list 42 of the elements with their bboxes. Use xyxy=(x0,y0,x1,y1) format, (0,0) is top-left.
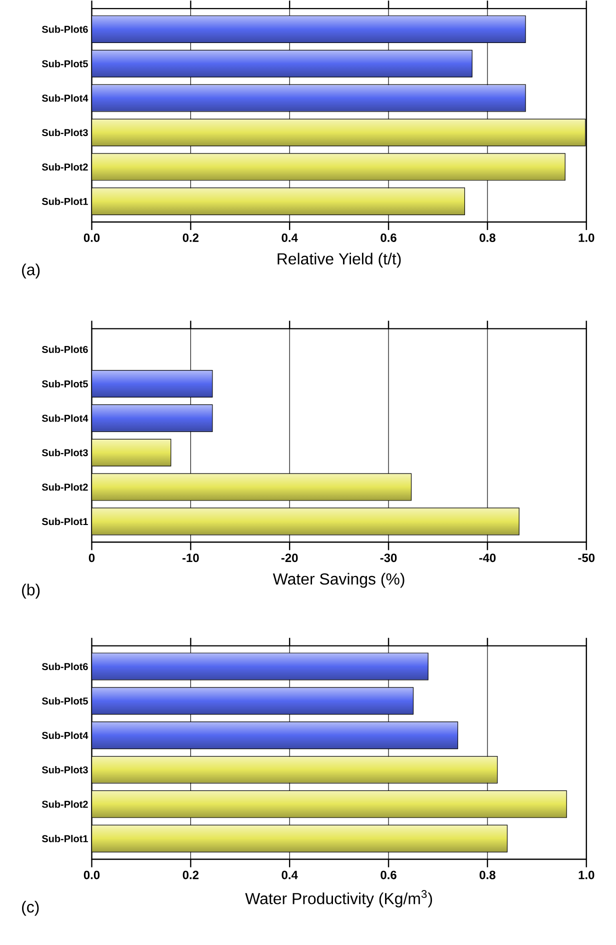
x-axis-title: Relative Yield (t/t) xyxy=(278,252,401,268)
x-tick-label: 0.6 xyxy=(380,870,396,880)
x-tick-label: 0.0 xyxy=(84,870,100,880)
y-tick-label: Sub-Plot2 xyxy=(42,163,88,171)
x-axis-title: Water Productivity (Kg/m$^{3}$) xyxy=(245,890,432,908)
x-tick-label: 1.0 xyxy=(578,870,594,880)
y-tick-label: Sub-Plot4 xyxy=(42,94,88,102)
text: (b) xyxy=(22,584,40,599)
x-tick-label: 0.4 xyxy=(282,233,298,242)
y-tick-label: Sub-Plot5 xyxy=(42,697,88,705)
x-tick-label: 0.8 xyxy=(479,233,496,242)
x-tick-label: -10 xyxy=(182,554,199,562)
y-tick-label: Sub-Plot5 xyxy=(42,380,88,388)
y-tick-label: Sub-Plot2 xyxy=(42,800,88,808)
y-tick-label: Sub-Plot1 xyxy=(42,198,88,205)
y-tick-label: Sub-Plot3 xyxy=(42,448,88,456)
y-tick-label: Sub-Plot4 xyxy=(42,414,88,422)
x-tick-label: -50 xyxy=(578,554,594,562)
y-tick-label: Sub-Plot1 xyxy=(42,518,88,526)
x-tick-label: 0.0 xyxy=(84,233,100,242)
x-tick-label: 0.8 xyxy=(479,870,496,880)
text: (c) xyxy=(22,900,39,916)
y-tick-label: Sub-Plot6 xyxy=(42,26,88,33)
x-tick-label: -30 xyxy=(380,554,397,562)
x-tick-label: 0.2 xyxy=(182,233,198,242)
y-tick-label: Sub-Plot2 xyxy=(42,483,88,491)
y-tick-label: Sub-Plot3 xyxy=(42,128,88,136)
y-tick-label: Sub-Plot3 xyxy=(42,766,88,774)
x-tick-label: -40 xyxy=(479,554,496,562)
x-tick-label: 0.6 xyxy=(380,233,396,242)
y-tick-label: Sub-Plot1 xyxy=(42,834,88,842)
y-tick-label: Sub-Plot5 xyxy=(42,60,88,68)
y-tick-label: Sub-Plot6 xyxy=(42,346,88,353)
x-tick-label: 0.4 xyxy=(282,870,298,880)
x-tick-label: -20 xyxy=(281,554,298,562)
x-axis-title: Water Savings (%) xyxy=(272,572,404,588)
x-tick-label: 1.0 xyxy=(578,233,594,242)
x-tick-label: 0.2 xyxy=(182,870,198,880)
text: (a) xyxy=(22,264,40,278)
y-tick-label: Sub-Plot6 xyxy=(42,662,88,670)
y-tick-label: Sub-Plot4 xyxy=(42,732,88,739)
x-tick-label: 0 xyxy=(88,554,94,562)
